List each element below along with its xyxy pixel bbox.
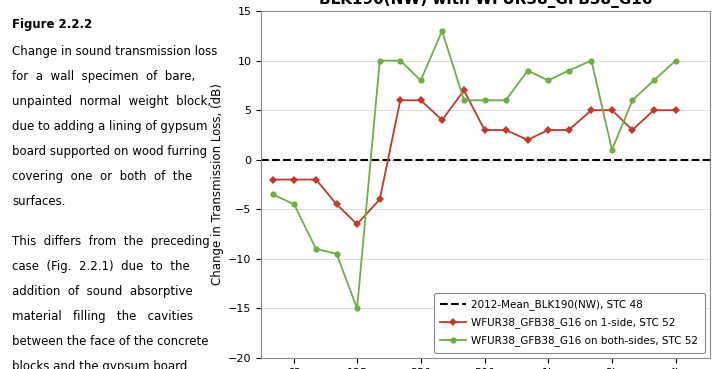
Line: WFUR38_GFB38_G16 on both-sides, STC 52: WFUR38_GFB38_G16 on both-sides, STC 52 [270,28,679,311]
WFUR38_GFB38_G16 on both-sides, STC 52 [312,247,320,251]
WFUR38_GFB38_G16 on 1-side, STC 52 [290,177,298,182]
WFUR38_GFB38_G16 on both-sides, STC 52 [587,58,596,63]
WFUR38_GFB38_G16 on 1-side, STC 52 [607,108,616,113]
WFUR38_GFB38_G16 on 1-side, STC 52 [396,98,404,103]
WFUR38_GFB38_G16 on both-sides, STC 52 [460,98,468,103]
Text: :: : [60,18,65,31]
Text: board supported on wood furring: board supported on wood furring [12,145,207,158]
WFUR38_GFB38_G16 on both-sides, STC 52 [564,68,573,73]
WFUR38_GFB38_G16 on both-sides, STC 52 [628,98,637,103]
WFUR38_GFB38_G16 on both-sides, STC 52 [438,29,447,33]
WFUR38_GFB38_G16 on both-sides, STC 52 [501,98,510,103]
WFUR38_GFB38_G16 on 1-side, STC 52 [628,128,637,132]
WFUR38_GFB38_G16 on 1-side, STC 52 [417,98,425,103]
WFUR38_GFB38_G16 on both-sides, STC 52 [417,78,425,83]
WFUR38_GFB38_G16 on both-sides, STC 52 [671,58,680,63]
Line: WFUR38_GFB38_G16 on 1-side, STC 52: WFUR38_GFB38_G16 on 1-side, STC 52 [270,87,679,227]
Text: case  (Fig.  2.2.1)  due  to  the: case (Fig. 2.2.1) due to the [12,260,190,273]
WFUR38_GFB38_G16 on both-sides, STC 52 [607,148,616,152]
WFUR38_GFB38_G16 on 1-side, STC 52 [480,128,489,132]
Text: addition  of  sound  absorptive: addition of sound absorptive [12,285,193,298]
WFUR38_GFB38_G16 on both-sides, STC 52 [396,58,404,63]
WFUR38_GFB38_G16 on both-sides, STC 52 [376,58,384,63]
Text: Change in sound transmission loss: Change in sound transmission loss [12,45,217,58]
Text: Figure 2.2.2: Figure 2.2.2 [12,18,92,31]
WFUR38_GFB38_G16 on both-sides, STC 52 [353,306,361,311]
Text: unpainted  normal  weight  block,: unpainted normal weight block, [12,96,212,108]
Text: This  differs  from  the  preceding: This differs from the preceding [12,235,210,248]
WFUR38_GFB38_G16 on both-sides, STC 52 [523,68,532,73]
Title: BLK190(NW) with WFUR38_GFB38_G16: BLK190(NW) with WFUR38_GFB38_G16 [319,0,652,8]
Legend: 2012-Mean_BLK190(NW), STC 48, WFUR38_GFB38_G16 on 1-side, STC 52, WFUR38_GFB38_G: 2012-Mean_BLK190(NW), STC 48, WFUR38_GFB… [434,293,705,353]
Text: surfaces.: surfaces. [12,195,66,208]
WFUR38_GFB38_G16 on 1-side, STC 52 [376,197,384,201]
WFUR38_GFB38_G16 on 1-side, STC 52 [332,202,341,207]
WFUR38_GFB38_G16 on both-sides, STC 52 [650,78,658,83]
Text: blocks and the gypsum board.: blocks and the gypsum board. [12,360,191,369]
WFUR38_GFB38_G16 on 1-side, STC 52 [564,128,573,132]
WFUR38_GFB38_G16 on both-sides, STC 52 [544,78,553,83]
WFUR38_GFB38_G16 on 1-side, STC 52 [269,177,277,182]
Text: for  a  wall  specimen  of  bare,: for a wall specimen of bare, [12,70,195,83]
WFUR38_GFB38_G16 on both-sides, STC 52 [269,192,277,197]
WFUR38_GFB38_G16 on 1-side, STC 52 [501,128,510,132]
WFUR38_GFB38_G16 on both-sides, STC 52 [332,252,341,256]
Y-axis label: Change in Transmission Loss, (dB): Change in Transmission Loss, (dB) [211,83,224,286]
WFUR38_GFB38_G16 on 1-side, STC 52 [460,88,468,93]
WFUR38_GFB38_G16 on both-sides, STC 52 [290,202,298,207]
Text: between the face of the concrete: between the face of the concrete [12,335,209,348]
WFUR38_GFB38_G16 on 1-side, STC 52 [671,108,680,113]
Text: due to adding a lining of gypsum: due to adding a lining of gypsum [12,120,208,134]
Text: material   filling   the   cavities: material filling the cavities [12,310,194,323]
WFUR38_GFB38_G16 on 1-side, STC 52 [523,138,532,142]
WFUR38_GFB38_G16 on 1-side, STC 52 [587,108,596,113]
WFUR38_GFB38_G16 on 1-side, STC 52 [353,222,361,226]
WFUR38_GFB38_G16 on 1-side, STC 52 [438,118,447,122]
WFUR38_GFB38_G16 on both-sides, STC 52 [480,98,489,103]
WFUR38_GFB38_G16 on 1-side, STC 52 [544,128,553,132]
WFUR38_GFB38_G16 on 1-side, STC 52 [312,177,320,182]
WFUR38_GFB38_G16 on 1-side, STC 52 [650,108,658,113]
Text: covering  one  or  both  of  the: covering one or both of the [12,170,192,183]
